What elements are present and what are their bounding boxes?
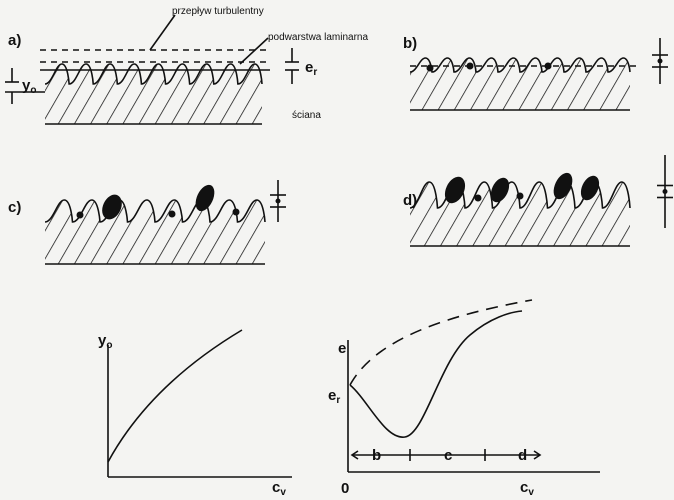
y-axis-label: e	[338, 340, 346, 357]
curve	[107, 329, 243, 463]
panel-label: d)	[403, 192, 417, 209]
eddy	[553, 172, 573, 200]
wall-hatch	[410, 58, 630, 110]
symbol: y	[98, 332, 107, 349]
subscript: o	[30, 85, 36, 96]
symbol: c	[272, 479, 280, 496]
eddy	[444, 176, 466, 204]
wall-surface	[409, 57, 631, 73]
origin-label: 0	[341, 480, 349, 497]
wall-surface	[44, 199, 266, 223]
y-marker: er	[328, 387, 340, 406]
label-turbulent: przepływ turbulentny	[172, 6, 264, 17]
eddy	[102, 194, 122, 220]
panel-label: b)	[403, 35, 417, 52]
symbol: e	[305, 59, 313, 76]
symbol: y	[22, 77, 31, 94]
subscript: v	[528, 487, 534, 498]
x-axis-label: cv	[520, 479, 534, 498]
panel-label: a)	[8, 32, 21, 49]
symbol: e	[328, 387, 336, 404]
eddy	[580, 175, 600, 201]
marker-dot	[657, 58, 663, 64]
eddy	[490, 177, 510, 203]
region-label: b	[372, 447, 381, 464]
particle	[426, 64, 434, 72]
leader	[149, 14, 176, 51]
label-wall: ściana	[292, 110, 321, 121]
label-er: er	[305, 59, 317, 78]
region-label: d	[518, 447, 527, 464]
curve-dashed	[349, 299, 533, 386]
subscript: r	[336, 395, 340, 406]
particle	[516, 192, 524, 200]
panel-label: c)	[8, 199, 21, 216]
curve	[349, 310, 523, 438]
region-label: c	[444, 447, 452, 464]
subscript: o	[106, 340, 112, 351]
particle	[168, 210, 176, 218]
wall-hatch	[45, 64, 262, 124]
wall-hatch	[410, 182, 630, 246]
wall-hatch	[45, 200, 265, 264]
leader	[239, 37, 269, 65]
particle	[232, 208, 240, 216]
eddy	[195, 184, 215, 212]
y0-marker	[5, 68, 45, 104]
particle	[76, 211, 84, 219]
marker-dot	[275, 198, 281, 204]
x-axis-label: cv	[272, 479, 286, 498]
subscript: r	[313, 67, 317, 78]
marker-dot	[662, 189, 668, 194]
particle	[474, 194, 482, 202]
axes	[107, 345, 292, 478]
subscript: v	[280, 487, 286, 498]
wall-surface	[44, 63, 263, 85]
symbol: c	[520, 479, 528, 496]
label-y0: yo	[22, 77, 36, 96]
regions	[350, 449, 542, 461]
er-marker	[285, 48, 299, 84]
y-axis-label: yo	[98, 332, 112, 351]
walls	[44, 38, 673, 265]
axes	[347, 340, 600, 473]
label-laminar: podwarstwa laminarna	[268, 32, 368, 43]
